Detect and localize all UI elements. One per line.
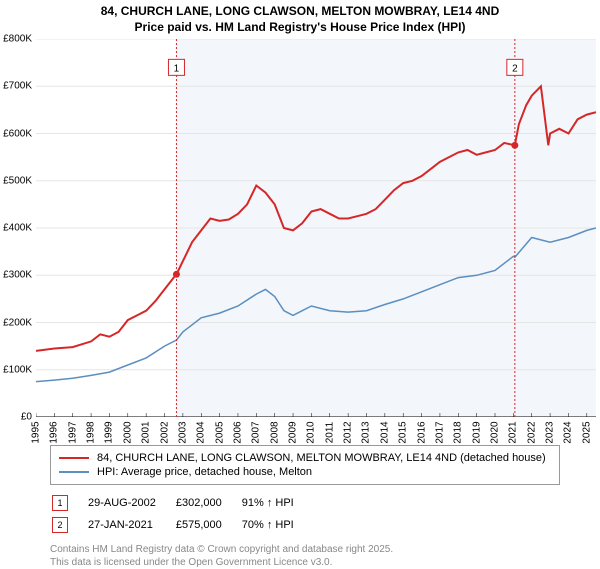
legend-label: 84, CHURCH LANE, LONG CLAWSON, MELTON MO… — [97, 452, 546, 464]
legend-label: HPI: Average price, detached house, Melt… — [97, 466, 312, 478]
x-tick-label: 2013 — [361, 422, 372, 444]
legend-item: 84, CHURCH LANE, LONG CLAWSON, MELTON MO… — [59, 452, 551, 464]
footer-line-1: Contains HM Land Registry data © Crown c… — [50, 543, 600, 556]
x-tick-label: 2012 — [343, 422, 354, 444]
marker-delta: 91% ↑ HPI — [242, 493, 312, 513]
chart-title: 84, CHURCH LANE, LONG CLAWSON, MELTON MO… — [0, 0, 600, 37]
x-tick-label: 2002 — [159, 422, 170, 444]
y-tick-label: £700K — [3, 81, 32, 92]
marker-table: 1 29-AUG-2002£302,00091% ↑ HPI 2 27-JAN-202… — [50, 491, 314, 537]
x-tick-label: 2023 — [545, 422, 556, 444]
x-tick-label: 2009 — [288, 422, 299, 444]
x-tick-label: 2010 — [306, 422, 317, 444]
legend-item: HPI: Average price, detached house, Melt… — [59, 466, 551, 478]
marker-badge: 2 — [52, 517, 68, 533]
title-line-1: 84, CHURCH LANE, LONG CLAWSON, MELTON MO… — [10, 4, 590, 20]
y-axis-labels: £0£100K£200K£300K£400K£500K£600K£700K£80… — [0, 39, 34, 417]
legend-swatch — [59, 457, 89, 460]
x-tick-label: 2021 — [508, 422, 519, 444]
y-tick-label: £500K — [3, 175, 32, 186]
x-tick-label: 1995 — [31, 422, 42, 444]
x-axis-labels: 1995199619971998199920002001200220032004… — [36, 417, 596, 437]
marker-price: £302,000 — [176, 493, 240, 513]
marker-row: 1 29-AUG-2002£302,00091% ↑ HPI — [52, 493, 312, 513]
x-tick-label: 2024 — [563, 422, 574, 444]
x-tick-label: 2014 — [379, 422, 390, 444]
x-tick-label: 2011 — [324, 422, 335, 444]
y-tick-label: £800K — [3, 34, 32, 45]
x-tick-label: 2007 — [251, 422, 262, 444]
marker-date: 29-AUG-2002 — [88, 493, 174, 513]
footer: Contains HM Land Registry data © Crown c… — [50, 543, 600, 569]
y-tick-label: £200K — [3, 317, 32, 328]
x-tick-label: 1999 — [104, 422, 115, 444]
x-tick-label: 2008 — [269, 422, 280, 444]
svg-text:1: 1 — [174, 64, 180, 75]
legend-swatch — [59, 471, 89, 473]
marker-date: 27-JAN-2021 — [88, 515, 174, 535]
x-tick-label: 2025 — [581, 422, 592, 444]
x-tick-label: 2020 — [490, 422, 501, 444]
x-tick-label: 2006 — [232, 422, 243, 444]
marker-delta: 70% ↑ HPI — [242, 515, 312, 535]
x-tick-label: 2015 — [398, 422, 409, 444]
title-line-2: Price paid vs. HM Land Registry's House … — [10, 20, 590, 36]
y-tick-label: £600K — [3, 128, 32, 139]
x-tick-label: 2001 — [141, 422, 152, 444]
y-tick-label: £400K — [3, 223, 32, 234]
y-tick-label: £300K — [3, 270, 32, 281]
x-tick-label: 2005 — [214, 422, 225, 444]
marker-badge: 1 — [52, 495, 68, 511]
chart-svg: 12 — [36, 39, 596, 417]
x-tick-label: 2000 — [122, 422, 133, 444]
chart-container: 84, CHURCH LANE, LONG CLAWSON, MELTON MO… — [0, 0, 600, 560]
x-tick-label: 2022 — [526, 422, 537, 444]
x-tick-label: 2003 — [177, 422, 188, 444]
x-tick-label: 1996 — [49, 422, 60, 444]
chart-plot-area: 12 £0£100K£200K£300K£400K£500K£600K£700K… — [36, 39, 596, 417]
x-tick-label: 2018 — [453, 422, 464, 444]
y-tick-label: £100K — [3, 364, 32, 375]
x-tick-label: 2004 — [196, 422, 207, 444]
marker-row: 2 27-JAN-2021£575,00070% ↑ HPI — [52, 515, 312, 535]
x-tick-label: 2016 — [416, 422, 427, 444]
x-tick-label: 1998 — [86, 422, 97, 444]
marker-price: £575,000 — [176, 515, 240, 535]
legend: 84, CHURCH LANE, LONG CLAWSON, MELTON MO… — [50, 445, 560, 485]
x-tick-label: 2017 — [434, 422, 445, 444]
x-tick-label: 2019 — [471, 422, 482, 444]
footer-line-2: This data is licensed under the Open Gov… — [50, 556, 600, 569]
x-tick-label: 1997 — [67, 422, 78, 444]
svg-text:2: 2 — [512, 64, 518, 75]
